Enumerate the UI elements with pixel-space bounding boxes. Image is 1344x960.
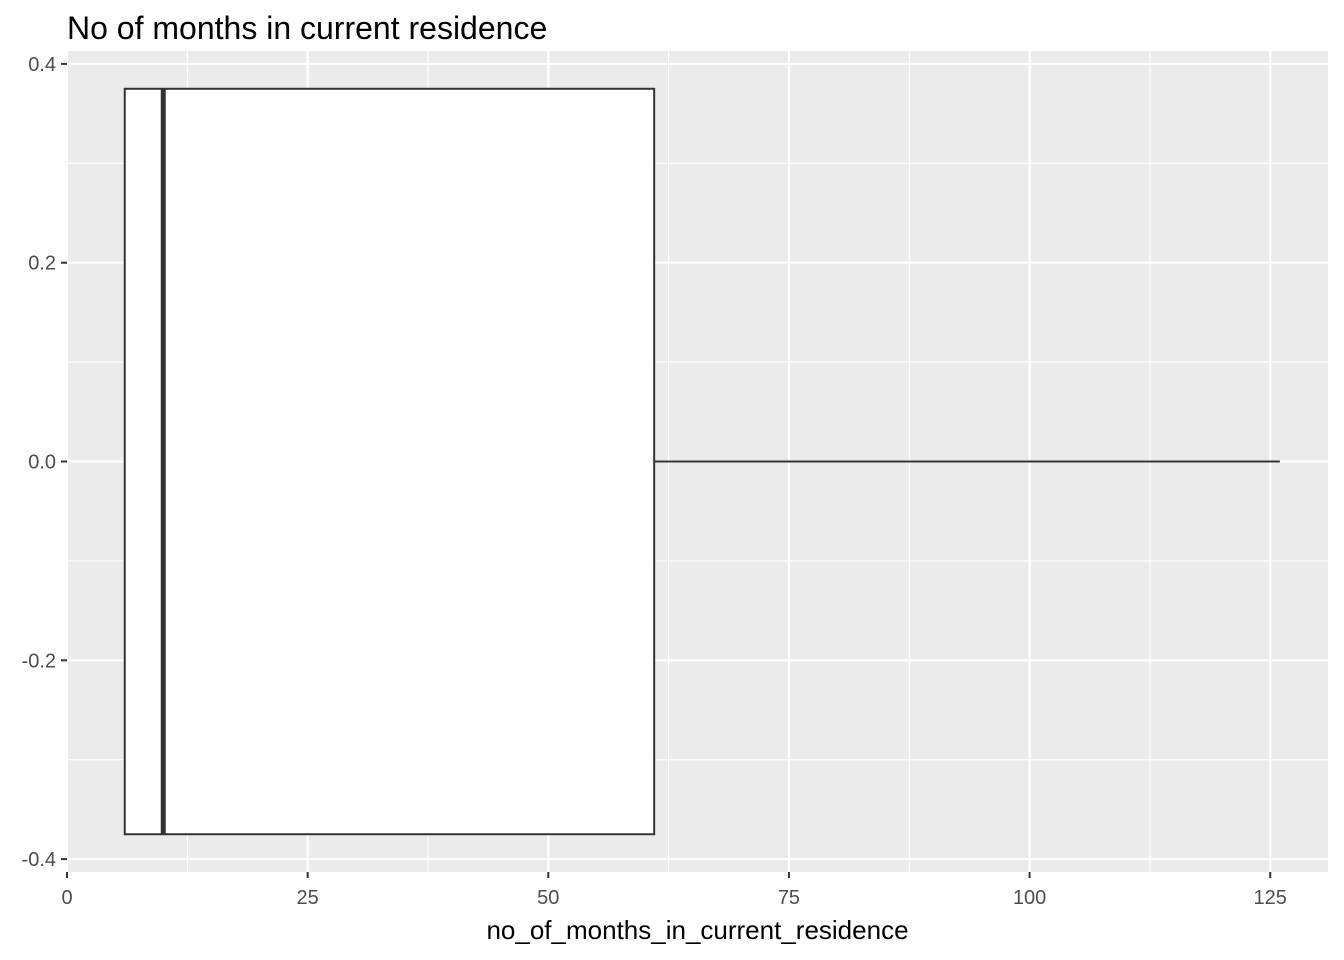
y-tick-label: -0.2	[22, 650, 56, 672]
x-tick-label: 50	[537, 887, 559, 909]
y-axis: -0.4 -0.2 0.0 0.2 0.4	[22, 54, 67, 871]
y-tick-label: 0.0	[28, 452, 56, 474]
x-tick-label: 100	[1013, 887, 1046, 909]
box-iqr	[123, 87, 656, 836]
chart-title: No of months in current residence	[67, 10, 548, 46]
x-axis-title: no_of_months_in_current_residence	[486, 915, 908, 945]
y-tick-label: 0.2	[28, 253, 56, 275]
x-tick-label: 0	[61, 887, 72, 909]
x-tick-label: 75	[778, 887, 800, 909]
x-tick-label: 25	[297, 887, 319, 909]
x-axis: 0 25 50 75 100 125	[61, 872, 1287, 909]
y-tick-label: 0.4	[28, 54, 56, 76]
x-tick-label: 125	[1254, 887, 1287, 909]
boxplot-layer	[123, 87, 1280, 836]
y-tick-label: -0.4	[22, 849, 56, 871]
